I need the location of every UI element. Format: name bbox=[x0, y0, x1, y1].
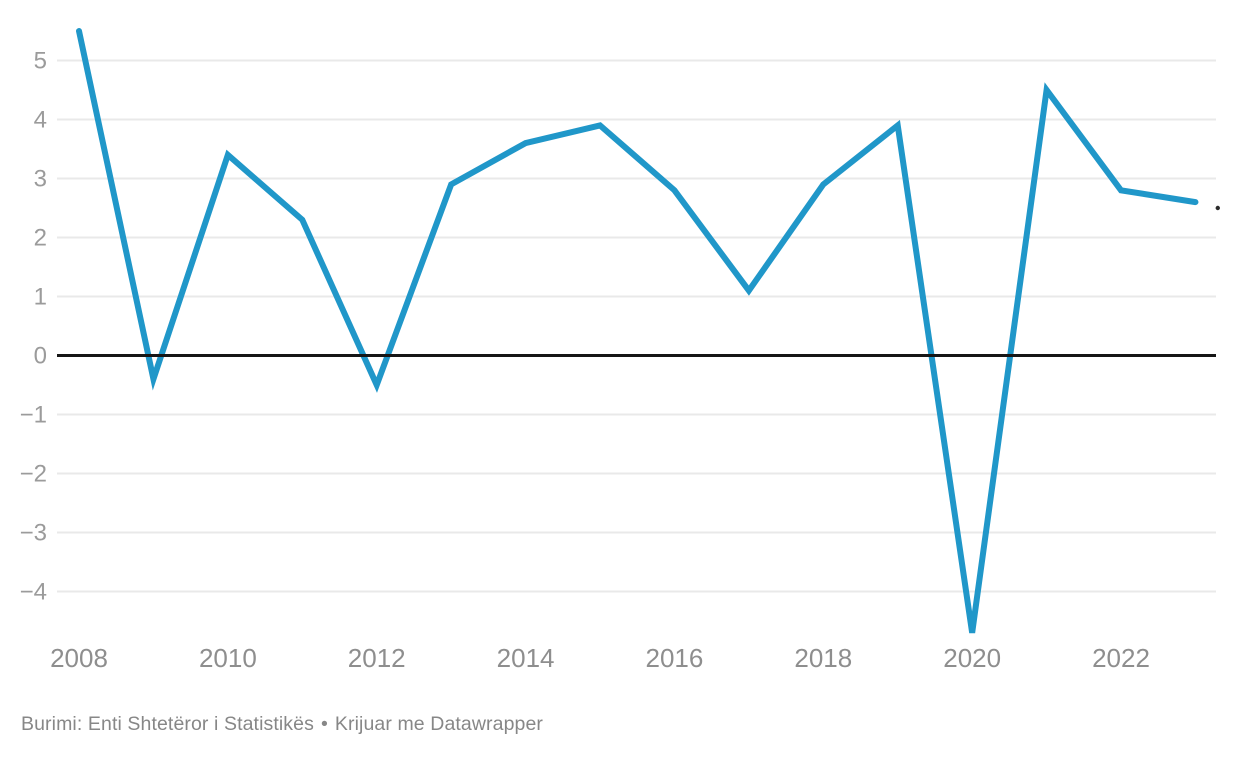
y-tick-label-0: 0 bbox=[34, 343, 47, 370]
source-label: Burimi: Enti Shtetëror i Statistikës bbox=[21, 713, 314, 735]
y-tick-label-4: 4 bbox=[34, 107, 47, 134]
x-tick-label-2022: 2022 bbox=[1092, 643, 1150, 673]
data-line bbox=[76, 28, 1199, 634]
x-tick-label-2016: 2016 bbox=[646, 643, 704, 673]
y-tick-label-5: 5 bbox=[34, 48, 47, 75]
x-tick-label-2020: 2020 bbox=[943, 643, 1001, 673]
y-tick-label--2: −2 bbox=[20, 461, 47, 488]
source-attribution: Burimi: Enti Shtetëror i Statistikës • Kri… bbox=[21, 713, 543, 736]
x-tick-label-2012: 2012 bbox=[348, 643, 406, 673]
x-tick-label-2014: 2014 bbox=[497, 643, 555, 673]
y-tick-label--4: −4 bbox=[20, 579, 47, 606]
y-tick-label--3: −3 bbox=[20, 520, 47, 547]
chart-plot-area: 5 4 3 2 1 0 −1 −2 −3 −4 2008 2010 2012 2014 2016 2018 20… bbox=[20, 28, 1220, 673]
y-tick-label--1: −1 bbox=[20, 402, 47, 429]
datawrapper-credit[interactable]: Krijuar me Datawrapper bbox=[334, 713, 544, 735]
y-tick-label-2: 2 bbox=[34, 225, 47, 252]
x-tick-label-2008: 2008 bbox=[50, 643, 108, 673]
y-tick-label-3: 3 bbox=[34, 166, 47, 193]
separator-bullet: • bbox=[320, 713, 328, 735]
end-marker-dot bbox=[1215, 205, 1220, 211]
x-tick-label-2010: 2010 bbox=[199, 643, 257, 673]
x-tick-label-2018: 2018 bbox=[794, 643, 852, 673]
y-tick-label-1: 1 bbox=[34, 284, 47, 311]
